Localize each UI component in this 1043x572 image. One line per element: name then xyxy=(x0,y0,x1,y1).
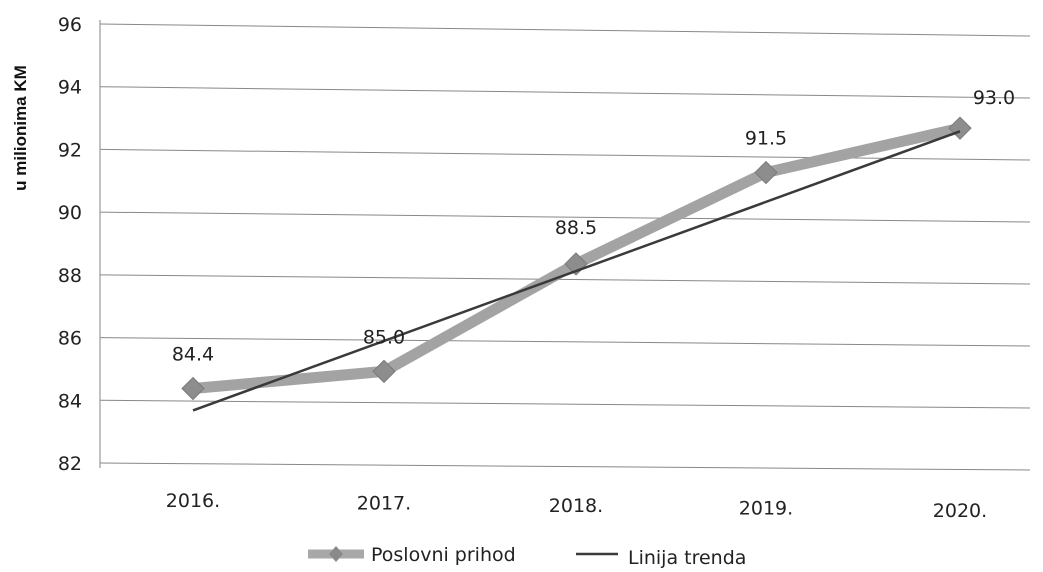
gridline-86 xyxy=(99,337,1031,347)
marker-2017 xyxy=(372,359,396,384)
series-poslovni-prihod xyxy=(181,116,972,401)
gridline-90 xyxy=(99,211,1031,223)
gridline-84 xyxy=(99,399,1031,409)
data-labels: 84.4 85.0 88.5 91.5 93.0 xyxy=(172,87,1015,365)
y-tick-90: 90 xyxy=(58,202,82,224)
marker-2019 xyxy=(754,160,778,185)
y-tick-82: 82 xyxy=(58,453,82,475)
x-tick-2018: 2018. xyxy=(549,495,603,517)
y-axis-label: u milionima KM xyxy=(11,65,30,191)
trend-line xyxy=(192,130,961,412)
marker-2016 xyxy=(181,376,205,401)
x-tick-labels: 2016. 2017. 2018. 2019. 2020. xyxy=(166,490,987,522)
y-tick-88: 88 xyxy=(58,265,82,287)
y-tick-84: 84 xyxy=(58,390,82,412)
marker-2020 xyxy=(948,116,972,140)
legend: Poslovni prihod Linija trenda xyxy=(308,544,746,569)
legend-label-poslovni-prihod: Poslovni prihod xyxy=(371,544,516,566)
marker-2018 xyxy=(564,252,588,276)
data-label-2017: 85.0 xyxy=(363,326,405,348)
data-label-2016: 84.4 xyxy=(172,344,214,366)
data-label-2020: 93.0 xyxy=(973,87,1015,109)
series-linija-trenda xyxy=(192,130,961,412)
y-tick-92: 92 xyxy=(58,139,82,161)
x-tick-2019: 2019. xyxy=(739,498,793,520)
data-label-2018: 88.5 xyxy=(555,217,597,239)
y-tick-96: 96 xyxy=(58,14,82,36)
x-tick-2016: 2016. xyxy=(166,490,220,512)
gridline-94 xyxy=(99,86,1031,99)
legend-label-linija-trenda: Linija trenda xyxy=(628,547,746,569)
y-tick-labels: 82 84 86 88 90 92 94 96 xyxy=(58,14,82,475)
gridline-96 xyxy=(99,23,1031,37)
y-tick-86: 86 xyxy=(58,328,82,350)
gridline-82 xyxy=(99,462,1031,471)
legend-marker-poslovni-prihod xyxy=(329,546,343,562)
y-tick-94: 94 xyxy=(58,77,82,99)
gridline-88 xyxy=(99,274,1031,285)
x-tick-2017: 2017. xyxy=(357,493,411,515)
gridlines xyxy=(99,23,1031,471)
gridline-92 xyxy=(99,148,1031,161)
x-tick-2020: 2020. xyxy=(933,500,987,522)
data-label-2019: 91.5 xyxy=(745,128,787,150)
